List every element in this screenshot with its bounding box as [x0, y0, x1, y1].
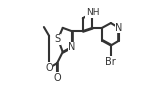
Text: S: S — [55, 34, 61, 44]
Text: N: N — [68, 42, 76, 52]
Text: O: O — [53, 73, 61, 83]
Text: N: N — [115, 23, 123, 33]
Text: O: O — [45, 63, 53, 73]
Text: NH: NH — [86, 8, 99, 17]
Text: Br: Br — [106, 57, 116, 67]
